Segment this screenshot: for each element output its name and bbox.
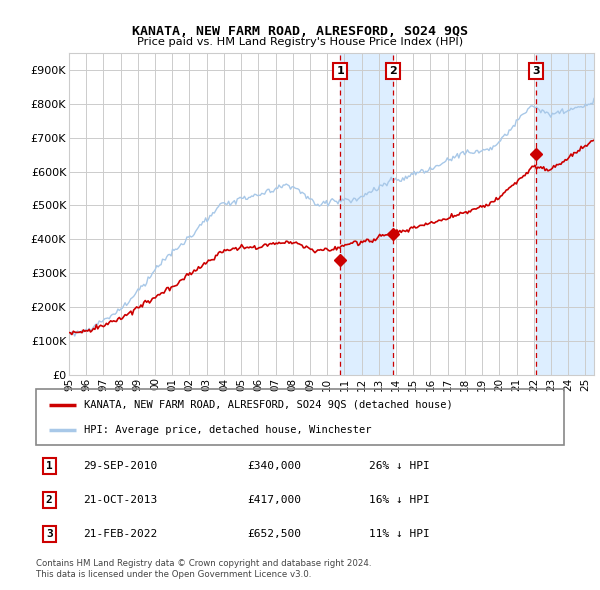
Bar: [340, 53, 392, 375]
Text: 2: 2: [46, 495, 53, 505]
Text: HPI: Average price, detached house, Winchester: HPI: Average price, detached house, Winc…: [83, 425, 371, 435]
Text: 26% ↓ HPI: 26% ↓ HPI: [368, 461, 430, 471]
Text: KANATA, NEW FARM ROAD, ALRESFORD, SO24 9QS: KANATA, NEW FARM ROAD, ALRESFORD, SO24 9…: [132, 25, 468, 38]
Text: 21-FEB-2022: 21-FEB-2022: [83, 529, 158, 539]
Text: 16% ↓ HPI: 16% ↓ HPI: [368, 495, 430, 505]
Text: Contains HM Land Registry data © Crown copyright and database right 2024.
This d: Contains HM Land Registry data © Crown c…: [36, 559, 371, 579]
Text: 2: 2: [389, 66, 397, 76]
Text: KANATA, NEW FARM ROAD, ALRESFORD, SO24 9QS (detached house): KANATA, NEW FARM ROAD, ALRESFORD, SO24 9…: [83, 399, 452, 409]
Text: Price paid vs. HM Land Registry's House Price Index (HPI): Price paid vs. HM Land Registry's House …: [137, 37, 463, 47]
Text: 29-SEP-2010: 29-SEP-2010: [83, 461, 158, 471]
Text: £652,500: £652,500: [247, 529, 301, 539]
Text: 1: 1: [336, 66, 344, 76]
Text: 11% ↓ HPI: 11% ↓ HPI: [368, 529, 430, 539]
Bar: [536, 53, 594, 375]
Text: £340,000: £340,000: [247, 461, 301, 471]
Text: 3: 3: [532, 66, 540, 76]
Text: £417,000: £417,000: [247, 495, 301, 505]
Text: 1: 1: [46, 461, 53, 471]
Text: 21-OCT-2013: 21-OCT-2013: [83, 495, 158, 505]
Text: 3: 3: [46, 529, 53, 539]
